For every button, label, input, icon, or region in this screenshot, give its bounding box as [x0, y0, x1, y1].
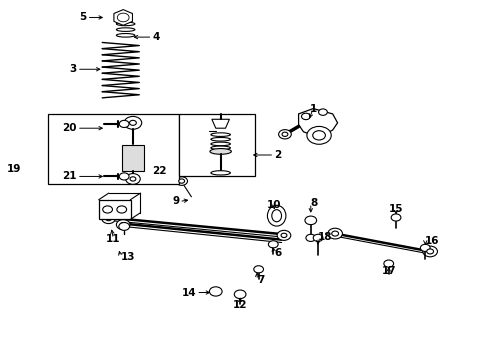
Circle shape	[124, 116, 142, 129]
Circle shape	[427, 249, 434, 254]
Text: 5: 5	[79, 13, 87, 22]
Ellipse shape	[268, 205, 286, 226]
Ellipse shape	[272, 210, 282, 222]
Circle shape	[281, 233, 287, 238]
Circle shape	[384, 260, 393, 267]
Text: 9: 9	[172, 197, 179, 206]
Polygon shape	[212, 119, 229, 128]
Circle shape	[179, 179, 185, 183]
Circle shape	[117, 206, 126, 213]
Circle shape	[420, 244, 430, 251]
Circle shape	[332, 231, 339, 236]
Text: 10: 10	[267, 200, 281, 210]
Circle shape	[391, 214, 401, 221]
Circle shape	[106, 216, 112, 221]
Bar	[48, 114, 179, 184]
Circle shape	[130, 177, 136, 181]
Ellipse shape	[116, 22, 135, 26]
Circle shape	[328, 228, 343, 239]
Text: 18: 18	[318, 232, 333, 242]
Text: 11: 11	[106, 234, 121, 244]
Circle shape	[129, 120, 136, 125]
Circle shape	[120, 222, 126, 227]
Text: 14: 14	[182, 288, 196, 297]
Circle shape	[119, 173, 129, 180]
Ellipse shape	[210, 149, 231, 154]
Bar	[122, 145, 144, 171]
Circle shape	[119, 120, 129, 127]
Text: 12: 12	[233, 300, 247, 310]
Text: 6: 6	[274, 248, 281, 258]
Text: 16: 16	[425, 236, 440, 246]
Ellipse shape	[211, 133, 230, 136]
Ellipse shape	[116, 28, 135, 31]
Text: 1: 1	[310, 104, 317, 113]
Circle shape	[423, 246, 438, 257]
Circle shape	[306, 234, 316, 242]
Circle shape	[102, 213, 116, 224]
Text: 8: 8	[311, 198, 318, 208]
Circle shape	[269, 241, 278, 248]
Text: 19: 19	[6, 164, 21, 174]
Circle shape	[176, 177, 188, 185]
Circle shape	[282, 132, 288, 136]
Circle shape	[209, 287, 222, 296]
Ellipse shape	[116, 33, 135, 37]
Ellipse shape	[211, 142, 230, 146]
Circle shape	[125, 174, 140, 184]
Text: 21: 21	[62, 171, 77, 181]
Bar	[99, 200, 130, 219]
Polygon shape	[114, 10, 132, 25]
Text: 13: 13	[121, 252, 135, 262]
Text: 20: 20	[62, 123, 77, 133]
Circle shape	[277, 230, 291, 240]
Circle shape	[103, 206, 113, 213]
Circle shape	[116, 220, 130, 230]
Circle shape	[305, 216, 317, 225]
Circle shape	[301, 113, 310, 120]
Circle shape	[313, 234, 323, 242]
Text: 2: 2	[274, 150, 281, 160]
Text: 4: 4	[152, 32, 160, 42]
Circle shape	[254, 266, 264, 273]
Bar	[179, 114, 255, 176]
Circle shape	[318, 109, 327, 115]
Circle shape	[307, 126, 331, 144]
Ellipse shape	[211, 138, 230, 141]
Circle shape	[119, 222, 129, 230]
Text: 17: 17	[381, 266, 396, 276]
Ellipse shape	[211, 171, 230, 175]
Text: 3: 3	[70, 64, 77, 74]
Circle shape	[279, 130, 291, 139]
Circle shape	[117, 13, 129, 22]
Circle shape	[313, 131, 325, 140]
Circle shape	[234, 290, 246, 298]
Text: 7: 7	[257, 275, 265, 285]
Text: 15: 15	[389, 203, 403, 213]
Polygon shape	[298, 109, 338, 135]
Ellipse shape	[211, 146, 230, 150]
Text: 22: 22	[152, 166, 167, 176]
